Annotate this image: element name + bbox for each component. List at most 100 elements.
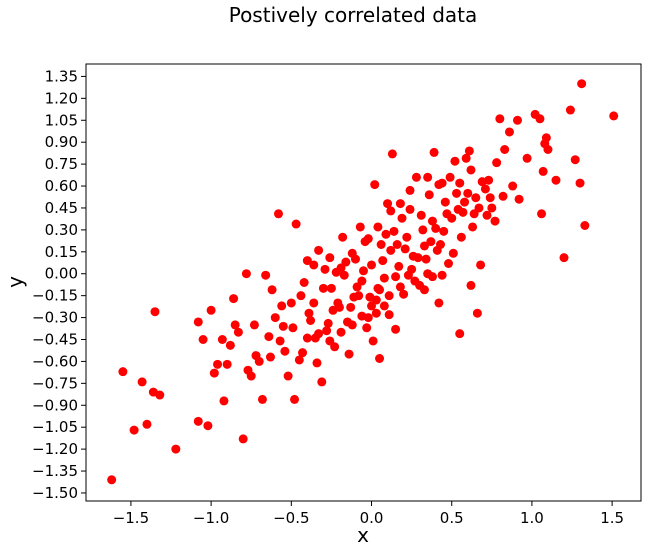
data-point bbox=[359, 266, 368, 276]
data-point bbox=[411, 172, 421, 182]
data-point bbox=[468, 222, 478, 232]
data-point bbox=[339, 270, 349, 280]
data-point bbox=[171, 444, 181, 454]
data-point bbox=[325, 253, 335, 263]
data-point bbox=[435, 240, 445, 249]
data-point bbox=[155, 390, 165, 400]
x-tick-label: 1.0 bbox=[520, 509, 544, 527]
y-tick-label: 1.05 bbox=[45, 111, 78, 129]
data-point bbox=[514, 194, 524, 204]
data-point bbox=[310, 333, 320, 343]
data-point bbox=[317, 377, 327, 387]
data-point bbox=[217, 335, 227, 344]
data-point bbox=[275, 336, 285, 346]
data-point bbox=[419, 241, 429, 251]
data-point bbox=[416, 210, 426, 220]
data-point bbox=[580, 221, 590, 230]
data-point bbox=[410, 276, 420, 286]
data-point bbox=[384, 310, 394, 320]
data-point bbox=[296, 291, 306, 301]
data-point bbox=[392, 240, 402, 249]
data-point bbox=[395, 199, 405, 209]
data-point bbox=[386, 206, 396, 216]
data-point bbox=[504, 127, 514, 137]
y-tick-label: 0.60 bbox=[45, 177, 78, 195]
data-point bbox=[472, 308, 482, 318]
data-point bbox=[551, 175, 561, 185]
data-point bbox=[455, 329, 465, 339]
data-point bbox=[291, 219, 301, 229]
x-tick-label: 0.5 bbox=[440, 509, 464, 527]
data-point bbox=[375, 354, 385, 363]
data-point bbox=[367, 260, 377, 270]
data-point bbox=[423, 172, 433, 182]
y-tick-label: 0.00 bbox=[45, 265, 78, 283]
data-point bbox=[288, 323, 298, 333]
y-tick-label: −0.90 bbox=[32, 396, 78, 414]
data-point bbox=[487, 203, 497, 213]
data-point bbox=[277, 301, 287, 311]
data-point bbox=[429, 147, 439, 157]
data-point bbox=[444, 259, 454, 268]
y-axis: −1.50 −1.35 −1.20 −1.05 −0.90 −0.75 −0.60 −0.45… bbox=[32, 67, 86, 502]
data-point bbox=[389, 226, 399, 236]
data-point bbox=[431, 223, 441, 233]
data-point bbox=[326, 283, 336, 293]
data-point bbox=[426, 237, 436, 247]
data-point bbox=[466, 280, 476, 290]
data-point bbox=[322, 326, 332, 336]
data-point bbox=[419, 285, 429, 295]
chart-title: Postively correlated data bbox=[229, 3, 478, 27]
data-point bbox=[306, 316, 316, 325]
y-tick-label: 0.15 bbox=[45, 243, 78, 261]
data-point bbox=[302, 333, 312, 343]
y-tick-label: −1.05 bbox=[32, 418, 78, 436]
data-point bbox=[482, 210, 492, 220]
data-point bbox=[367, 301, 377, 311]
x-tick-label: −0.5 bbox=[273, 509, 309, 527]
data-point bbox=[413, 253, 423, 263]
data-point bbox=[371, 308, 381, 318]
data-point bbox=[403, 270, 413, 280]
data-point bbox=[320, 264, 330, 274]
data-point bbox=[309, 298, 319, 308]
data-point bbox=[480, 184, 490, 194]
data-point bbox=[283, 371, 293, 381]
data-point bbox=[379, 273, 389, 283]
data-point bbox=[386, 245, 396, 255]
data-point bbox=[466, 165, 476, 175]
data-point bbox=[249, 320, 259, 330]
data-point bbox=[394, 261, 404, 271]
data-point bbox=[464, 146, 474, 156]
data-point bbox=[129, 425, 139, 435]
data-point bbox=[490, 216, 500, 226]
y-tick-label: −0.75 bbox=[32, 374, 78, 392]
data-point bbox=[347, 248, 357, 258]
data-point bbox=[225, 340, 235, 350]
y-tick-label: 1.20 bbox=[45, 89, 78, 107]
data-point bbox=[150, 307, 160, 317]
y-tick-label: −0.15 bbox=[32, 287, 78, 305]
data-point bbox=[309, 260, 319, 270]
data-point bbox=[314, 245, 324, 255]
x-axis: −1.5 −1.0 −0.5 0.0 0.5 1.0 1.5 bbox=[113, 501, 624, 527]
y-tick-label: 0.30 bbox=[45, 221, 78, 239]
data-point bbox=[370, 180, 380, 190]
data-point bbox=[352, 282, 362, 292]
data-point bbox=[363, 234, 373, 244]
data-point bbox=[440, 197, 450, 207]
data-point bbox=[193, 416, 203, 426]
data-point bbox=[318, 283, 328, 293]
data-point bbox=[458, 207, 468, 217]
data-point bbox=[452, 188, 462, 198]
data-point bbox=[541, 133, 551, 143]
data-point bbox=[434, 298, 444, 308]
data-point bbox=[565, 105, 575, 115]
data-point bbox=[437, 270, 447, 280]
data-point bbox=[336, 263, 346, 273]
data-point bbox=[280, 346, 290, 356]
data-point bbox=[570, 155, 580, 165]
data-point bbox=[512, 115, 522, 125]
data-point bbox=[213, 359, 223, 369]
data-point bbox=[344, 349, 354, 359]
